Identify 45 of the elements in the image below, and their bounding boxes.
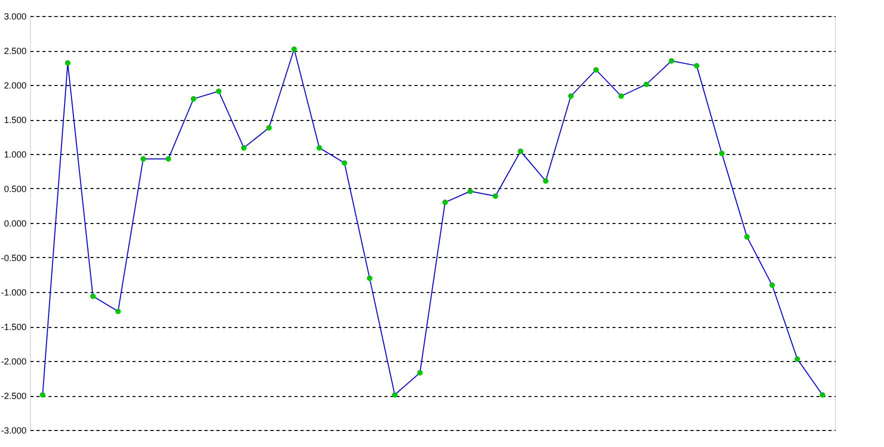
point — [40, 392, 46, 398]
point — [90, 293, 96, 299]
point — [140, 156, 146, 162]
point — [366, 275, 372, 281]
point — [492, 193, 498, 199]
point — [291, 46, 297, 52]
point — [769, 282, 775, 288]
y-tick-label: 1.500 — [4, 115, 26, 125]
y-tick-label: -2.000 — [0, 356, 26, 366]
y-tick-label: -0.500 — [0, 253, 26, 263]
point — [115, 308, 121, 314]
point — [241, 145, 247, 151]
point — [593, 67, 599, 73]
point — [190, 96, 196, 102]
point — [518, 148, 524, 154]
point — [820, 392, 826, 398]
point — [342, 160, 348, 166]
point — [542, 178, 548, 184]
point — [316, 145, 322, 151]
point — [467, 188, 473, 194]
point — [266, 125, 272, 131]
point — [417, 370, 423, 376]
y-tick-label: 0.000 — [4, 218, 26, 228]
point — [744, 234, 750, 240]
point — [442, 200, 448, 206]
point — [166, 156, 172, 162]
y-tick-label: 2.000 — [4, 80, 26, 90]
point — [618, 93, 624, 99]
y-tick-label: 2.500 — [4, 46, 26, 56]
point — [568, 93, 574, 99]
y-tick-label: 3.000 — [4, 12, 26, 22]
point — [644, 82, 650, 88]
point — [392, 392, 398, 398]
y-tick-label: -1.500 — [0, 322, 26, 332]
y-tick-label: -3.000 — [0, 426, 26, 436]
y-tick-label: 0.500 — [4, 184, 26, 194]
point — [668, 58, 674, 64]
y-tick-label: -1.000 — [0, 288, 26, 298]
point — [216, 88, 222, 94]
point — [694, 62, 700, 68]
point — [64, 60, 70, 66]
y-tick-label: -2.500 — [0, 391, 26, 401]
point — [719, 150, 725, 156]
y-tick-label: 1.000 — [4, 150, 26, 160]
point — [794, 356, 800, 362]
